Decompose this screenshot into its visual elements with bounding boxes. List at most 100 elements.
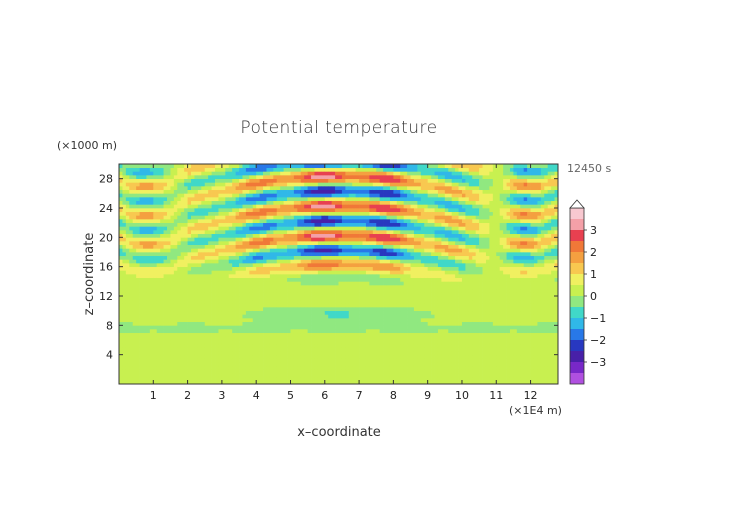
- heatmap-cell: [314, 226, 319, 231]
- heatmap-cell: [249, 332, 254, 337]
- heatmap-cell: [403, 347, 408, 352]
- heatmap-cell: [143, 252, 147, 257]
- heatmap-cell: [259, 208, 264, 213]
- heatmap-cell: [338, 208, 343, 213]
- heatmap-cell: [197, 175, 202, 180]
- heatmap-cell: [245, 208, 250, 213]
- heatmap-cell: [386, 343, 391, 348]
- heatmap-cell: [163, 299, 168, 304]
- heatmap-cell: [146, 340, 151, 345]
- heatmap-cell: [167, 354, 171, 359]
- heatmap-cell: [259, 259, 264, 264]
- heatmap-cell: [331, 365, 336, 370]
- heatmap-cell: [345, 200, 350, 205]
- heatmap-cell: [362, 252, 367, 257]
- heatmap-cell: [228, 303, 233, 308]
- heatmap-cell: [335, 354, 339, 359]
- heatmap-cell: [160, 296, 164, 301]
- heatmap-cell: [218, 244, 223, 249]
- heatmap-cell: [252, 233, 257, 238]
- heatmap-cell: [167, 277, 171, 282]
- heatmap-cell: [297, 200, 302, 205]
- heatmap-cell: [239, 369, 243, 374]
- heatmap-cell: [331, 380, 336, 385]
- heatmap-cell: [276, 200, 281, 205]
- heatmap-cell: [228, 340, 233, 345]
- heatmap-cell: [184, 171, 188, 176]
- heatmap-cell: [290, 248, 295, 253]
- heatmap-cell: [273, 248, 278, 253]
- heatmap-cell: [259, 325, 264, 330]
- heatmap-cell: [167, 252, 171, 257]
- heatmap-cell: [167, 281, 171, 286]
- heatmap-cell: [331, 193, 336, 198]
- heatmap-cell: [263, 219, 267, 224]
- heatmap-cell: [348, 362, 353, 367]
- heatmap-cell: [321, 296, 326, 301]
- heatmap-cell: [129, 255, 134, 260]
- heatmap-cell: [191, 252, 195, 257]
- heatmap-cell: [136, 252, 140, 257]
- heatmap-cell: [280, 332, 284, 337]
- heatmap-cell: [287, 369, 291, 374]
- heatmap-cell: [235, 307, 240, 312]
- heatmap-cell: [149, 340, 154, 345]
- heatmap-cell: [393, 285, 398, 290]
- heatmap-cell: [359, 230, 363, 235]
- heatmap-cell: [259, 303, 264, 308]
- heatmap-cell: [245, 303, 250, 308]
- heatmap-cell: [386, 266, 391, 271]
- heatmap-cell: [341, 171, 346, 176]
- heatmap-cell: [273, 244, 278, 249]
- heatmap-cell: [311, 358, 315, 363]
- heatmap-cell: [177, 204, 182, 209]
- heatmap-cell: [149, 270, 154, 275]
- heatmap-cell: [252, 270, 257, 275]
- heatmap-cell: [160, 215, 164, 220]
- heatmap-cell: [290, 358, 295, 363]
- heatmap-cell: [184, 175, 188, 180]
- heatmap-cell: [160, 219, 164, 224]
- heatmap-cell: [232, 314, 236, 319]
- heatmap-cell: [197, 237, 202, 242]
- heatmap-cell: [221, 189, 226, 194]
- heatmap-cell: [269, 299, 274, 304]
- heatmap-cell: [194, 321, 199, 326]
- heatmap-cell: [341, 197, 346, 202]
- heatmap-cell: [173, 358, 178, 363]
- heatmap-cell: [269, 178, 274, 183]
- heatmap-cell: [184, 380, 188, 385]
- heatmap-cell: [355, 362, 360, 367]
- heatmap-cell: [362, 292, 367, 297]
- heatmap-cell: [139, 336, 144, 341]
- heatmap-cell: [221, 336, 226, 341]
- heatmap-cell: [208, 343, 212, 348]
- heatmap-cell: [280, 197, 284, 202]
- heatmap-cell: [187, 259, 192, 264]
- heatmap-cell: [352, 362, 356, 367]
- heatmap-cell: [146, 318, 151, 323]
- heatmap-cell: [269, 164, 274, 169]
- heatmap-cell: [314, 347, 319, 352]
- heatmap-cell: [122, 343, 127, 348]
- heatmap-cell: [266, 178, 271, 183]
- heatmap-cell: [341, 296, 346, 301]
- heatmap-cell: [266, 351, 271, 356]
- heatmap-cell: [324, 347, 329, 352]
- heatmap-cell: [256, 351, 260, 356]
- heatmap-cell: [379, 248, 384, 253]
- heatmap-cell: [146, 281, 151, 286]
- heatmap-cell: [290, 340, 295, 345]
- heatmap-cell: [249, 288, 254, 293]
- heatmap-cell: [335, 369, 339, 374]
- heatmap-cell: [324, 211, 329, 216]
- heatmap-cell: [160, 233, 164, 238]
- heatmap-cell: [245, 241, 250, 246]
- heatmap-cell: [314, 321, 319, 326]
- heatmap-cell: [218, 215, 223, 220]
- heatmap-cell: [153, 332, 158, 337]
- heatmap-cell: [280, 376, 284, 381]
- heatmap-cell: [143, 307, 147, 312]
- heatmap-cell: [386, 314, 391, 319]
- heatmap-cell: [328, 259, 332, 264]
